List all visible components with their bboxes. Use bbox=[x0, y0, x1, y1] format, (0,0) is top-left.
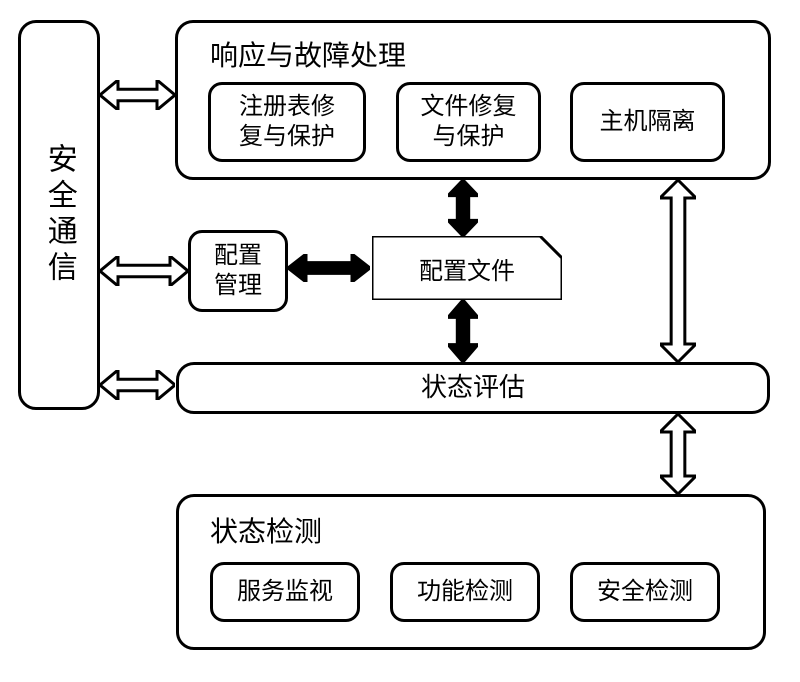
security-detect-box: 安全检测 bbox=[570, 562, 720, 622]
status-eval-label: 状态评估 bbox=[415, 368, 531, 409]
config-mgmt-box: 配置管理 bbox=[188, 230, 288, 312]
status-eval-box: 状态评估 bbox=[176, 362, 770, 414]
sidebar-label: 安全通信 bbox=[40, 143, 78, 287]
function-detect-box: 功能检测 bbox=[390, 562, 540, 622]
registry-repair-box: 注册表修复与保护 bbox=[208, 82, 366, 162]
double-arrow-icon bbox=[100, 256, 188, 286]
host-isolate-label: 主机隔离 bbox=[594, 103, 702, 141]
response-fault-title: 响应与故障处理 bbox=[210, 34, 406, 74]
double-arrow-icon bbox=[448, 300, 478, 362]
service-monitor-label: 服务监视 bbox=[231, 573, 339, 611]
double-arrow-icon bbox=[660, 414, 696, 494]
config-file-shape: 配置文件 bbox=[372, 236, 562, 300]
registry-repair-label: 注册表修复与保护 bbox=[233, 88, 341, 156]
status-detect-title: 状态检测 bbox=[210, 510, 322, 550]
double-arrow-icon bbox=[288, 254, 370, 282]
double-arrow-icon bbox=[100, 370, 175, 400]
file-repair-box: 文件修复与保护 bbox=[396, 82, 541, 162]
security-detect-label: 安全检测 bbox=[591, 573, 699, 611]
file-repair-label: 文件修复与保护 bbox=[415, 88, 523, 156]
double-arrow-icon bbox=[100, 80, 175, 110]
diagram-stage: 安全通信 响应与故障处理 注册表修复与保护 文件修复与保护 主机隔离 配置管理 … bbox=[0, 0, 800, 682]
sidebar-secure-comm: 安全通信 bbox=[18, 20, 100, 410]
config-mgmt-label: 配置管理 bbox=[208, 237, 268, 305]
double-arrow-icon bbox=[660, 180, 696, 362]
config-file-label: 配置文件 bbox=[372, 236, 562, 300]
double-arrow-icon bbox=[448, 180, 478, 236]
service-monitor-box: 服务监视 bbox=[210, 562, 360, 622]
function-detect-label: 功能检测 bbox=[411, 573, 519, 611]
host-isolate-box: 主机隔离 bbox=[570, 82, 725, 162]
